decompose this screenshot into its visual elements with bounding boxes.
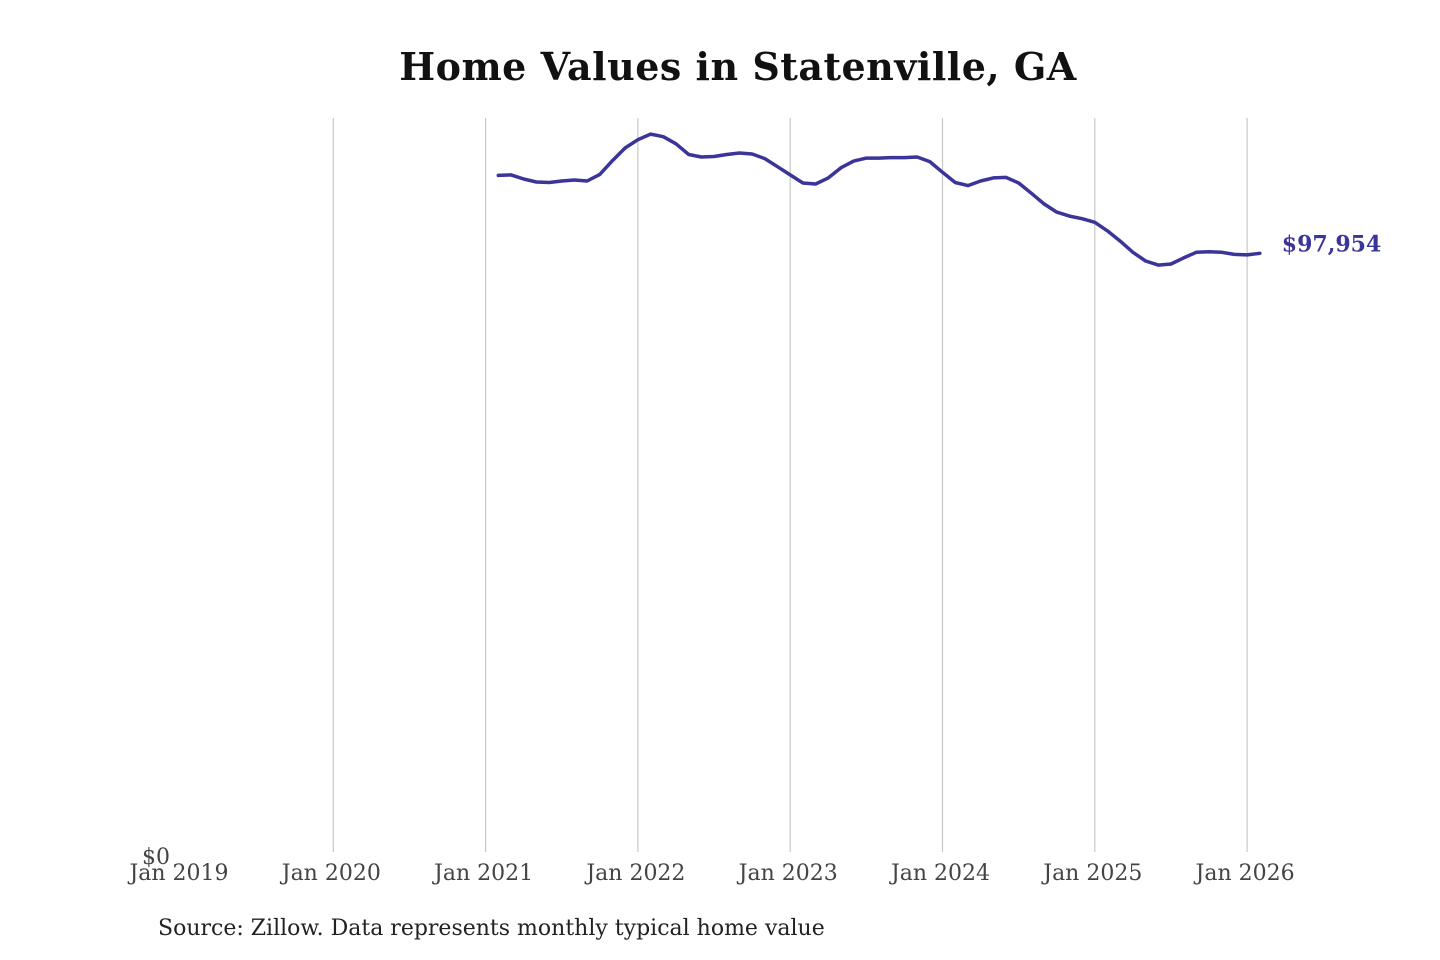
x-tick-label-2022: Jan 2022 (584, 861, 685, 886)
gridlines (332, 118, 1248, 852)
x-tick-label-2019: Jan 2019 (127, 861, 228, 886)
x-tick-label-2020: Jan 2020 (280, 861, 381, 886)
x-tick-label-2023: Jan 2023 (737, 861, 838, 886)
source-note: Source: Zillow. Data represents monthly … (158, 916, 825, 941)
x-axis: Jan 2019 Jan 2020 Jan 2021 Jan 2022 Jan 2023… (127, 861, 1294, 886)
x-tick-label-2026: Jan 2026 (1194, 861, 1295, 886)
x-tick-label-2025: Jan 2025 (1041, 861, 1142, 886)
chart-title: Home Values in Statenville, GA (399, 44, 1077, 89)
y-axis: $0 (142, 845, 170, 870)
series-line (496, 132, 1262, 267)
end-value-label: $97,954 (1282, 231, 1382, 257)
x-tick-label-2021: Jan 2021 (432, 861, 533, 886)
series-layer: $97,954 (496, 132, 1382, 267)
x-tick-label-2024: Jan 2024 (889, 861, 990, 886)
y-tick-label-zero: $0 (142, 845, 170, 870)
